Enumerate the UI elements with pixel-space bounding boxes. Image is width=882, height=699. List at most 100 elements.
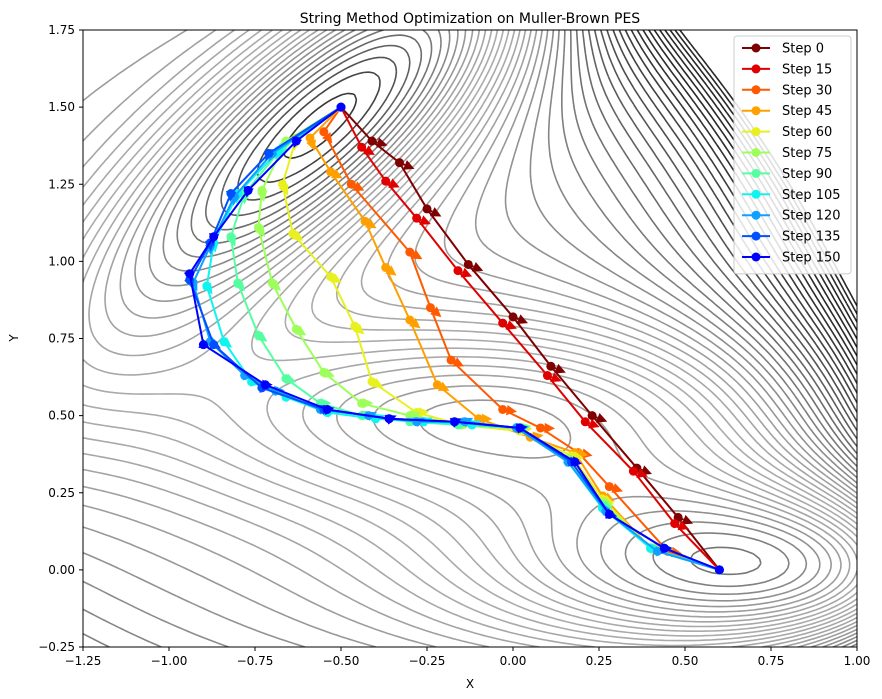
data-point xyxy=(209,232,219,242)
y-tick-label: 1.50 xyxy=(48,100,75,114)
data-point xyxy=(405,247,415,257)
legend-item: Step 150 xyxy=(742,251,841,266)
x-axis-ticks: −1.25 −1.00 −0.75 −0.50 −0.25 0.00 0.25 0.50 0.7… xyxy=(65,647,871,668)
series-step-150 xyxy=(183,102,724,575)
arrow-head xyxy=(409,317,421,329)
legend-item: Step 0 xyxy=(742,42,824,57)
series-step-30 xyxy=(319,102,724,575)
data-point xyxy=(357,398,367,408)
contour-line xyxy=(148,30,821,602)
y-tick-label: 0.50 xyxy=(48,409,75,423)
x-tick-label: 1.00 xyxy=(844,654,871,668)
arrow-head xyxy=(322,132,333,144)
data-point xyxy=(546,361,556,371)
data-point xyxy=(267,278,277,288)
arrow-head xyxy=(291,230,304,241)
legend-label: Step 30 xyxy=(782,83,832,98)
data-point xyxy=(326,167,336,177)
x-tick-label: −0.25 xyxy=(409,654,446,668)
data-point xyxy=(432,380,442,390)
legend-item: Step 30 xyxy=(742,83,832,98)
y-axis-ticks: −0.25 0.00 0.25 0.50 0.75 1.00 1.25 1.50 1.75 xyxy=(38,23,83,654)
arrow-head xyxy=(681,514,694,525)
legend-marker xyxy=(751,127,761,137)
legend-item: Step 120 xyxy=(742,209,841,224)
arrow-head xyxy=(505,404,517,416)
data-point xyxy=(422,204,432,214)
data-point xyxy=(604,509,614,519)
contour-line xyxy=(83,30,857,647)
y-tick-label: −0.25 xyxy=(38,640,75,654)
data-point xyxy=(515,423,525,433)
arrow-head xyxy=(402,160,415,170)
data-point xyxy=(714,565,724,575)
data-point xyxy=(367,136,377,146)
legend-item: Step 105 xyxy=(742,188,841,203)
arrow-head xyxy=(362,398,374,409)
arrow-head xyxy=(429,207,442,217)
data-point xyxy=(305,133,315,143)
arrow-head xyxy=(385,265,397,276)
data-point xyxy=(253,330,263,340)
arrow-head xyxy=(471,262,484,272)
data-point xyxy=(498,404,508,414)
data-point xyxy=(185,269,195,279)
data-point xyxy=(233,278,243,288)
legend-label: Step 90 xyxy=(782,167,832,182)
y-tick-label: 0.00 xyxy=(48,563,75,577)
contour-line xyxy=(104,30,851,618)
x-tick-label: −1.00 xyxy=(151,654,188,668)
contour-line xyxy=(83,30,857,647)
x-tick-label: −0.75 xyxy=(237,654,274,668)
legend-marker xyxy=(751,85,761,95)
data-point xyxy=(570,457,580,467)
data-point xyxy=(405,315,415,325)
arrow-head xyxy=(588,418,600,429)
y-tick-label: 1.25 xyxy=(48,177,75,191)
data-point xyxy=(226,232,236,242)
legend-item: Step 15 xyxy=(742,62,832,77)
data-point xyxy=(580,417,590,427)
arrow-head xyxy=(437,381,450,391)
legend-marker xyxy=(751,43,761,53)
data-point xyxy=(264,148,274,158)
y-tick-label: 1.75 xyxy=(48,23,75,37)
legend-marker xyxy=(751,64,761,74)
legend-label: Step 135 xyxy=(782,230,841,245)
x-tick-label: 0.50 xyxy=(672,654,699,668)
legend-marker xyxy=(751,148,761,157)
arrow-head xyxy=(363,145,375,156)
contour-line xyxy=(587,30,857,447)
legend-label: Step 0 xyxy=(782,42,824,57)
legend-label: Step 75 xyxy=(782,146,832,161)
data-point xyxy=(350,321,360,331)
legend-label: Step 15 xyxy=(782,62,832,77)
series-line xyxy=(322,106,720,571)
data-point xyxy=(243,185,253,195)
y-tick-label: 1.00 xyxy=(48,254,75,268)
contour-line xyxy=(176,30,790,588)
data-point xyxy=(542,371,552,381)
data-point xyxy=(381,263,391,273)
data-point xyxy=(260,380,270,390)
legend-marker xyxy=(751,106,761,116)
legend-item: Step 60 xyxy=(742,125,832,140)
arrow-head xyxy=(353,323,365,335)
data-point xyxy=(628,466,638,476)
legend-label: Step 45 xyxy=(782,104,832,119)
contour-line xyxy=(83,30,857,647)
arrow-head xyxy=(505,320,517,330)
data-point xyxy=(322,404,332,414)
data-point xyxy=(646,543,656,553)
y-tick-label: 0.75 xyxy=(48,332,75,346)
data-point xyxy=(319,127,329,137)
data-point xyxy=(412,213,422,223)
arrow-head xyxy=(550,372,562,383)
contour-line xyxy=(88,30,857,623)
data-point xyxy=(446,355,456,365)
data-point xyxy=(326,272,336,282)
data-point xyxy=(319,367,329,377)
y-tick-label: 0.25 xyxy=(48,486,75,500)
data-point xyxy=(604,482,614,492)
